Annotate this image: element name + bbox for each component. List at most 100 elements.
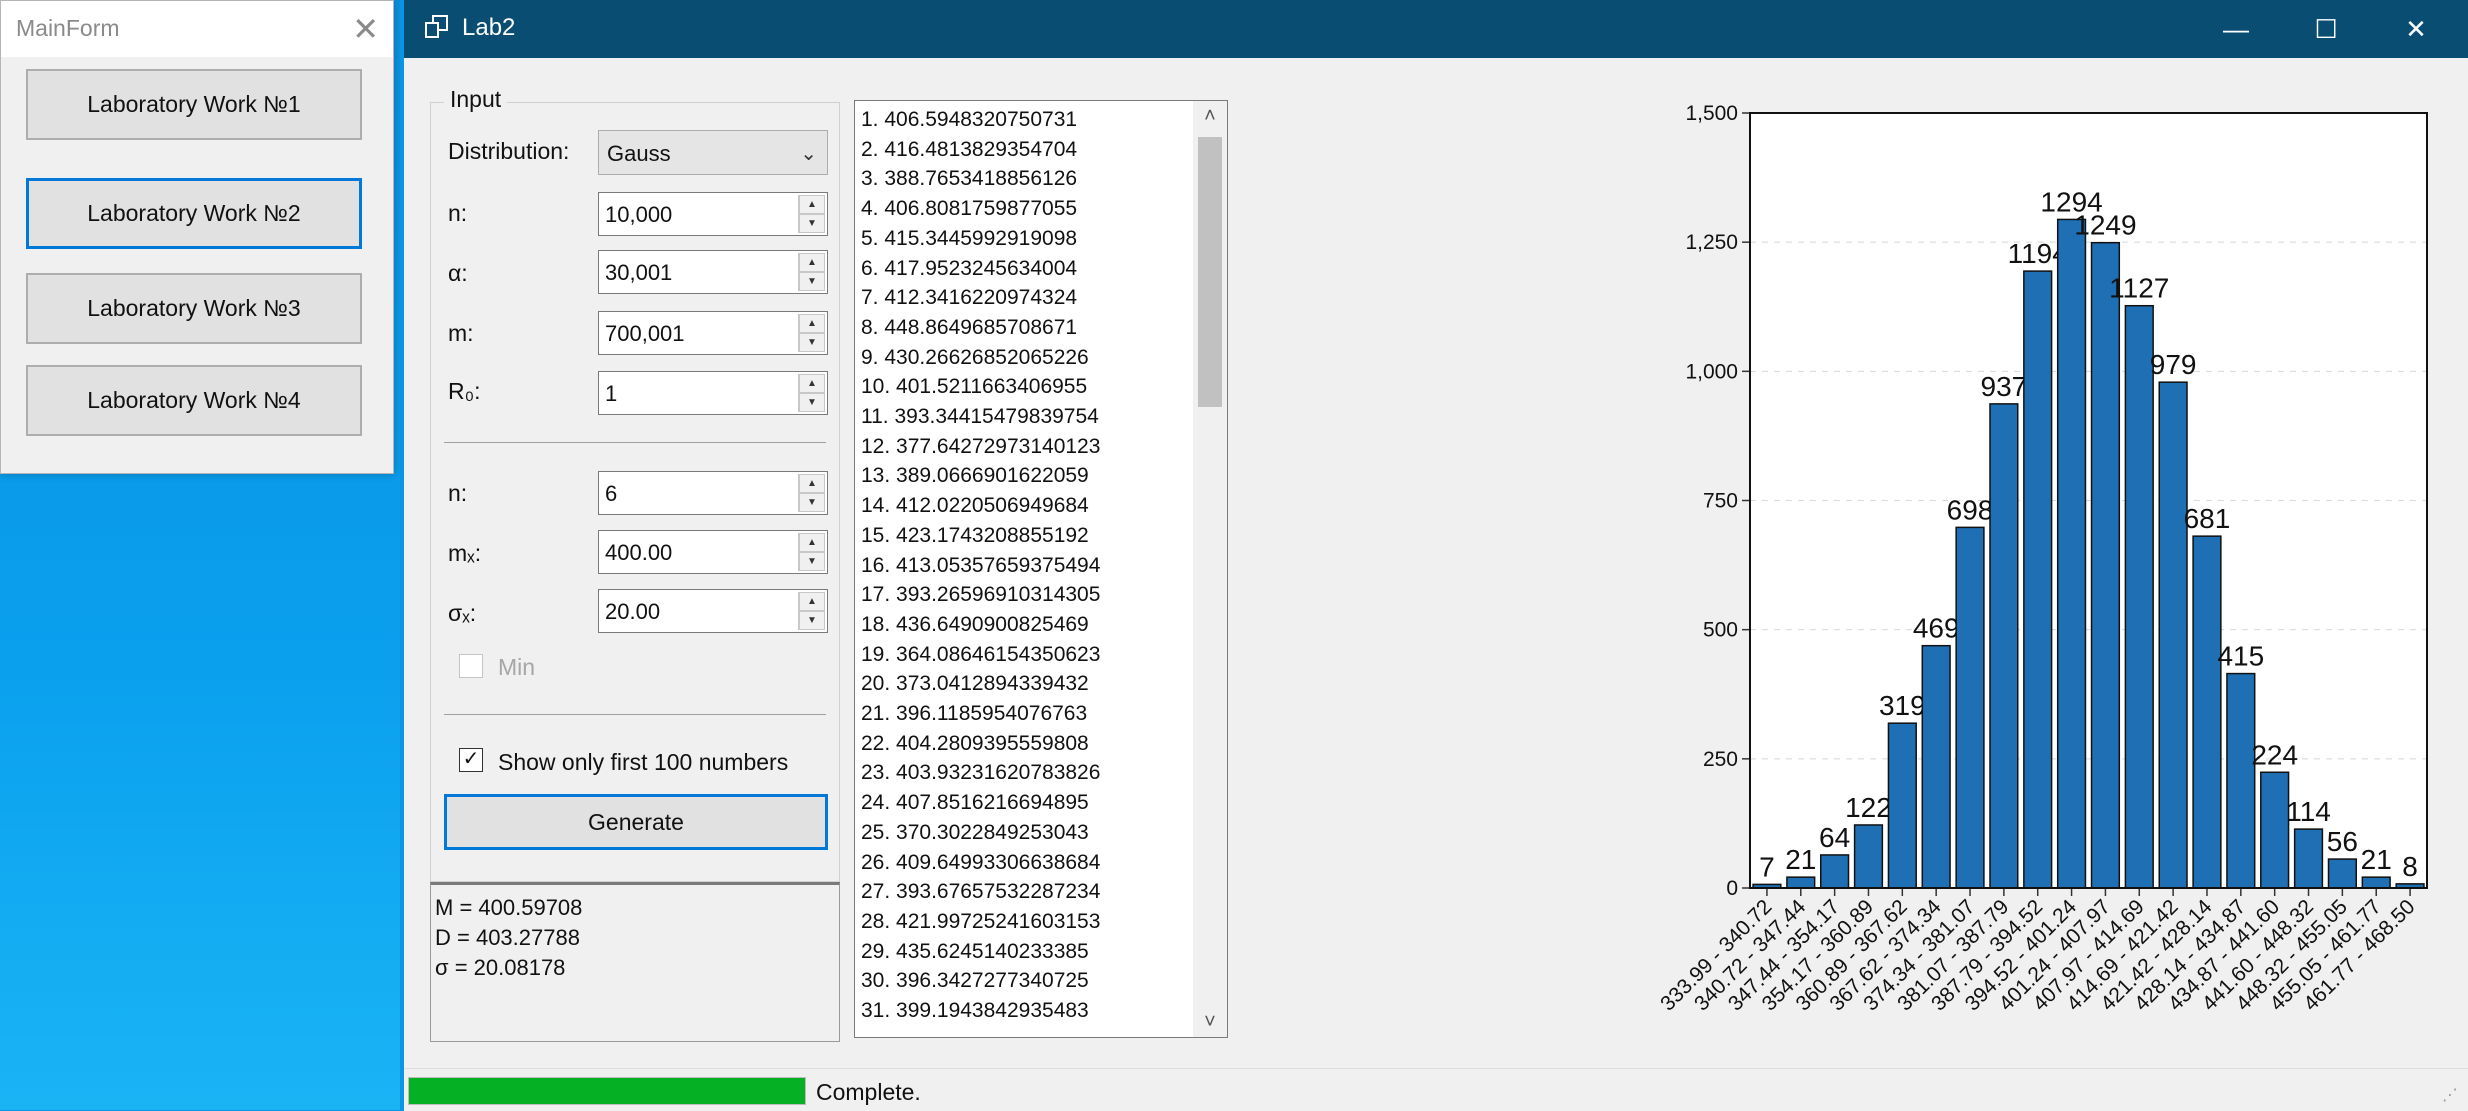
lab-work-4-button[interactable]: Laboratory Work №4 xyxy=(26,365,362,436)
spin-down-icon[interactable]: ▼ xyxy=(799,393,825,412)
alpha-stepper[interactable]: 30,001 ▲ ▼ xyxy=(598,250,828,294)
lab2-title: Lab2 xyxy=(462,14,516,41)
minimize-icon[interactable]: — xyxy=(2223,13,2249,44)
list-item[interactable]: 4. 406.8081759877055 xyxy=(861,197,1078,221)
lab2-titlebar[interactable]: Lab2 — ☐ ✕ xyxy=(404,0,2468,58)
list-item[interactable]: 18. 436.6490900825469 xyxy=(861,612,1089,636)
list-item[interactable]: 30. 396.3427277340725 xyxy=(861,969,1089,993)
close-icon[interactable]: ✕ xyxy=(2405,13,2427,44)
list-item[interactable]: 21. 396.1185954076763 xyxy=(861,702,1088,726)
list-item[interactable]: 11. 393.34415479839754 xyxy=(861,405,1099,429)
mx-stepper[interactable]: 400.00 ▲ ▼ xyxy=(598,530,828,574)
r0-spinner[interactable]: ▲ ▼ xyxy=(798,374,825,412)
mainform-title: MainForm xyxy=(16,15,120,41)
mainform-titlebar[interactable]: MainForm ✕ xyxy=(1,1,393,57)
n2-spinner[interactable]: ▲ ▼ xyxy=(798,474,825,512)
lab-work-3-button[interactable]: Laboratory Work №3 xyxy=(26,273,362,344)
m-stepper[interactable]: 700,001 ▲ ▼ xyxy=(598,311,828,355)
r0-value: 1 xyxy=(605,381,618,406)
list-item[interactable]: 12. 377.64272973140123 xyxy=(861,434,1101,458)
spin-up-icon[interactable]: ▲ xyxy=(799,374,825,393)
list-item[interactable]: 6. 417.9523245634004 xyxy=(861,256,1078,280)
histogram-bar xyxy=(2226,672,2256,889)
spin-up-icon[interactable]: ▲ xyxy=(799,253,825,272)
mx-label: mₓ: xyxy=(448,540,482,566)
list-item[interactable]: 7. 412.3416220974324 xyxy=(861,286,1078,310)
sigma-stepper[interactable]: 20.00 ▲ ▼ xyxy=(598,589,828,633)
list-item[interactable]: 31. 399.1943842935483 xyxy=(861,999,1089,1023)
numbers-listbox[interactable]: 1. 406.5948320750731 2. 416.4813829354704… xyxy=(854,100,1228,1038)
list-item[interactable]: 24. 407.8516216694895 xyxy=(861,791,1089,815)
lab-work-1-button[interactable]: Laboratory Work №1 xyxy=(26,69,362,140)
spin-down-icon[interactable]: ▼ xyxy=(799,214,825,233)
min-checkbox[interactable] xyxy=(459,654,483,678)
bar-value-label: 979 xyxy=(2150,349,2197,380)
resize-grip-icon[interactable]: ⋰ xyxy=(2442,1087,2458,1104)
list-item[interactable]: 9. 430.26626852065226 xyxy=(861,345,1089,369)
scroll-down-icon[interactable]: ˅ xyxy=(1204,1011,1216,1033)
spin-up-icon[interactable]: ▲ xyxy=(799,195,825,214)
list-item[interactable]: 5. 415.3445992919098 xyxy=(861,226,1078,250)
alpha-spinner[interactable]: ▲ ▼ xyxy=(798,253,825,291)
histogram-bar xyxy=(1819,854,1850,889)
list-item[interactable]: 25. 370.3022849253043 xyxy=(861,820,1089,844)
spin-down-icon[interactable]: ▼ xyxy=(799,493,825,512)
bar-value-label: 1294 xyxy=(2040,186,2102,217)
spin-down-icon[interactable]: ▼ xyxy=(799,333,825,352)
spin-down-icon[interactable]: ▼ xyxy=(799,272,825,291)
list-item[interactable]: 20. 373.0412894339432 xyxy=(861,672,1089,696)
list-item[interactable]: 26. 409.64993306638684 xyxy=(861,850,1101,874)
list-item[interactable]: 2. 416.4813829354704 xyxy=(861,137,1078,161)
list-item[interactable]: 10. 401.5211663406955 xyxy=(861,375,1088,399)
scrollbar-thumb[interactable] xyxy=(1198,137,1222,407)
lab-work-2-button[interactable]: Laboratory Work №2 xyxy=(26,178,362,249)
mx-spinner[interactable]: ▲ ▼ xyxy=(798,533,825,571)
list-item[interactable]: 16. 413.05357659375494 xyxy=(861,553,1101,577)
progress-fill xyxy=(409,1078,805,1104)
list-item[interactable]: 8. 448.8649685708671 xyxy=(861,315,1078,339)
list-item[interactable]: 14. 412.0220506949684 xyxy=(861,494,1089,518)
distribution-select[interactable]: Gauss ⌄ xyxy=(598,130,828,175)
list-item[interactable]: 29. 435.6245140233385 xyxy=(861,939,1089,963)
vertical-scrollbar[interactable]: ˄ ˅ xyxy=(1193,101,1227,1037)
numbers-list: 1. 406.5948320750731 2. 416.4813829354704… xyxy=(861,105,1181,1026)
list-item[interactable]: 13. 389.0666901622059 xyxy=(861,464,1089,488)
bar-value-label: 415 xyxy=(2217,641,2264,672)
stat-variance: D = 403.27788 xyxy=(435,925,580,950)
spin-up-icon[interactable]: ▲ xyxy=(799,474,825,493)
show-only-checkbox[interactable]: ✓ xyxy=(459,748,483,772)
m-spinner[interactable]: ▲ ▼ xyxy=(798,314,825,352)
histogram-bar xyxy=(2192,535,2222,889)
n2-stepper[interactable]: 6 ▲ ▼ xyxy=(598,471,828,515)
list-item[interactable]: 19. 364.08646154350623 xyxy=(861,642,1101,666)
spin-down-icon[interactable]: ▼ xyxy=(799,611,825,630)
y-tick-label: 250 xyxy=(1703,748,1738,771)
y-tick-label: 1,250 xyxy=(1685,231,1738,254)
list-item[interactable]: 22. 404.2809395559808 xyxy=(861,731,1089,755)
list-item[interactable]: 17. 393.26596910314305 xyxy=(861,583,1101,607)
scroll-up-icon[interactable]: ˄ xyxy=(1204,105,1216,127)
list-item[interactable]: 27. 393.67657532287234 xyxy=(861,880,1101,904)
bar-value-label: 21 xyxy=(1785,844,1816,875)
histogram-bar xyxy=(2023,270,2053,889)
list-item[interactable]: 15. 423.1743208855192 xyxy=(861,523,1089,547)
spin-up-icon[interactable]: ▲ xyxy=(799,533,825,552)
n-spinner[interactable]: ▲ ▼ xyxy=(798,195,825,233)
list-item[interactable]: 23. 403.93231620783826 xyxy=(861,761,1101,785)
spin-down-icon[interactable]: ▼ xyxy=(799,552,825,571)
spin-up-icon[interactable]: ▲ xyxy=(799,314,825,333)
bar-value-label: 937 xyxy=(1981,371,2028,402)
n-stepper[interactable]: 10,000 ▲ ▼ xyxy=(598,192,828,236)
list-item[interactable]: 28. 421.99725241603153 xyxy=(861,909,1101,933)
r0-stepper[interactable]: 1 ▲ ▼ xyxy=(598,371,828,415)
list-item[interactable]: 1. 406.5948320750731 xyxy=(861,108,1078,131)
list-item[interactable]: 3. 388.7653418856126 xyxy=(861,167,1078,191)
generate-button[interactable]: Generate xyxy=(444,794,828,850)
r0-label: R₀: xyxy=(448,378,481,404)
maximize-icon[interactable]: ☐ xyxy=(2314,13,2338,44)
stats-textbox[interactable]: M = 400.59708 D = 403.27788 σ = 20.08178 xyxy=(430,882,840,1042)
close-icon[interactable]: ✕ xyxy=(352,11,379,47)
spin-up-icon[interactable]: ▲ xyxy=(799,592,825,611)
sigma-spinner[interactable]: ▲ ▼ xyxy=(798,592,825,630)
